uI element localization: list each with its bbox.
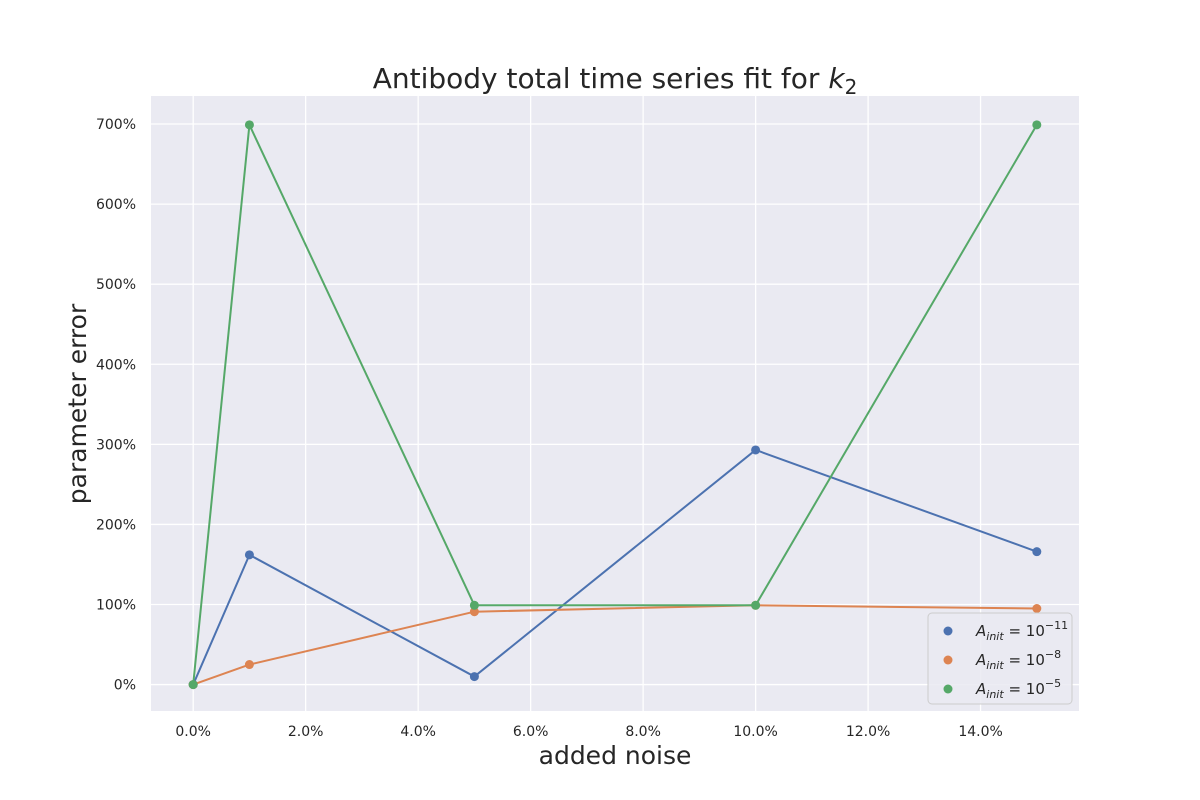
data-point [1032, 604, 1042, 613]
x-tick-label: 2.0% [288, 724, 324, 740]
legend-label-part: init [986, 630, 1004, 643]
y-tick-label: 500% [96, 277, 136, 293]
data-point [469, 607, 479, 617]
legend-label-part: A [975, 680, 986, 698]
legend-label-part: A [975, 622, 986, 640]
legend-label-part: = 10 [1004, 680, 1045, 698]
legend-label-part: = 10 [1004, 651, 1045, 669]
series-3 [188, 120, 1042, 690]
legend-label-part: A [975, 651, 986, 669]
x-tick-label: 14.0% [958, 724, 1002, 740]
data-point [751, 445, 761, 455]
legend-item: Ainit = 10−5 [943, 677, 1061, 701]
legend-label: Ainit = 10−8 [975, 648, 1061, 672]
data-point [1032, 120, 1042, 130]
y-tick-label: 300% [96, 437, 136, 453]
data-point [244, 660, 254, 670]
chart-title-text: Antibody total time series fit for [373, 62, 829, 95]
data-point [751, 600, 761, 610]
chart-title-var: k [828, 62, 846, 95]
data-point [469, 672, 479, 682]
data-point [244, 550, 254, 560]
legend-box [927, 612, 1073, 705]
legend-marker [943, 655, 953, 665]
legend-label-part: init [986, 659, 1004, 672]
data-point [188, 680, 198, 690]
x-tick-label: 0.0% [175, 724, 211, 740]
legend-item: Ainit = 10−11 [943, 619, 1068, 643]
y-tick-label: 200% [96, 517, 136, 533]
legend-label-part: = 10 [1004, 622, 1045, 640]
legend-label: Ainit = 10−11 [975, 619, 1068, 643]
legend-label: Ainit = 10−5 [975, 677, 1061, 701]
x-tick-label: 8.0% [625, 724, 661, 740]
chart-title-sub: 2 [845, 75, 858, 99]
legend-label-part: −5 [1045, 677, 1061, 690]
x-tick-label: 4.0% [400, 724, 436, 740]
data-point [469, 600, 479, 610]
series-group [188, 120, 1042, 690]
tick-labels: 0.0% 2.0% 4.0% 6.0% 8.0% 10.0% 12.0% 14.0% 0% 100… [96, 117, 1003, 740]
legend-label-part: init [986, 688, 1004, 701]
x-axis-title: added noise [539, 741, 692, 770]
legend-item: Ainit = 10−8 [943, 648, 1061, 672]
legend-label-part: −8 [1045, 648, 1061, 661]
y-axis-title: parameter error [63, 303, 92, 504]
y-tick-label: 0% [114, 678, 136, 694]
chart-title: Antibody total time series fit for k2 [373, 62, 858, 99]
y-tick-label: 100% [96, 597, 136, 613]
y-tick-label: 700% [96, 117, 136, 133]
legend-label-part: −11 [1045, 619, 1068, 632]
x-tick-label: 12.0% [846, 724, 890, 740]
data-point [1032, 547, 1042, 557]
x-tick-label: 6.0% [513, 724, 549, 740]
legend-marker [943, 626, 953, 636]
y-tick-label: 600% [96, 197, 136, 213]
x-tick-label: 10.0% [733, 724, 777, 740]
legend-marker [943, 684, 953, 694]
data-point [244, 120, 254, 130]
y-tick-label: 400% [96, 357, 136, 373]
